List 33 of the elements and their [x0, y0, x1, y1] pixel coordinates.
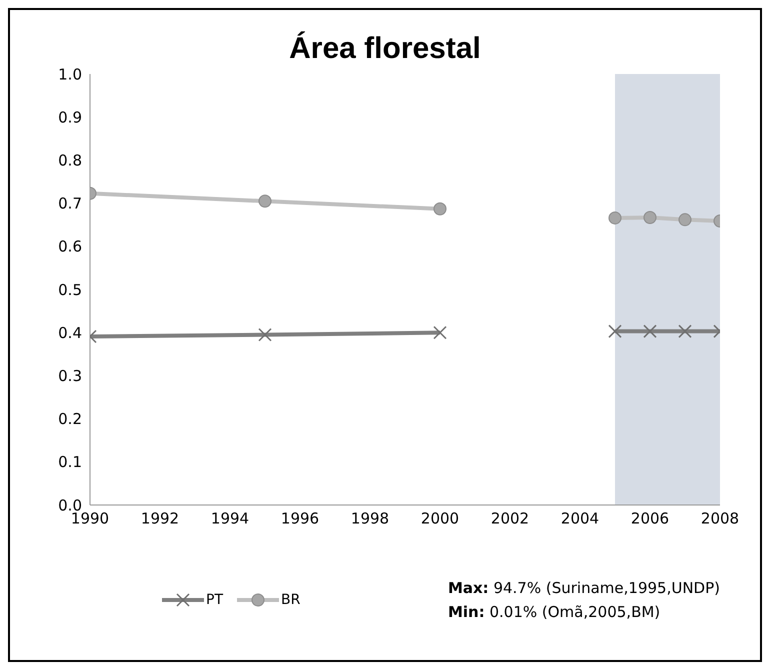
- x-tick-label: 1994: [210, 510, 250, 528]
- point: [608, 324, 622, 338]
- x-tick-label: 1996: [280, 510, 320, 528]
- y-tick-label: 0.4: [58, 324, 82, 342]
- x-tick-label: 2004: [560, 510, 600, 528]
- text: Min: 0.01% (Omã,2005,BM): [448, 602, 662, 623]
- y-tick-label: 0.2: [58, 410, 82, 428]
- y-tick-label: 0.7: [58, 194, 82, 213]
- y-tick-label: 0.5: [58, 280, 82, 299]
- point: [434, 202, 446, 216]
- chart-title: Área florestal: [288, 32, 482, 66]
- x-tick-label: 2002: [490, 510, 530, 528]
- x-tick-label: 1992: [140, 510, 180, 528]
- y-tick-label: 0.3: [58, 367, 82, 386]
- x-tick-label: 1998: [350, 510, 390, 528]
- y-tick-label: 0.8: [58, 152, 82, 170]
- x-tick-label: 2008: [700, 510, 740, 528]
- x-tick-label: 2000: [420, 510, 460, 528]
- legend-label: PT: [206, 592, 223, 608]
- y-tick-label: 0.6: [58, 238, 82, 256]
- point: [678, 213, 692, 226]
- point: [433, 326, 447, 340]
- text: Max: 94.7% (Suriname,1995,UNDP): [448, 578, 720, 599]
- point: [678, 324, 692, 338]
- y-tick-label: 0.1: [58, 453, 82, 472]
- y-tick-label: 1.0: [58, 65, 82, 84]
- point: [608, 211, 622, 224]
- point: [643, 324, 657, 338]
- point: [644, 211, 656, 224]
- x-tick-label: 1990: [70, 510, 110, 528]
- legend-label: BR: [281, 592, 300, 608]
- x-tick-label: 2006: [630, 510, 670, 528]
- y-tick-label: 0.9: [58, 108, 82, 126]
